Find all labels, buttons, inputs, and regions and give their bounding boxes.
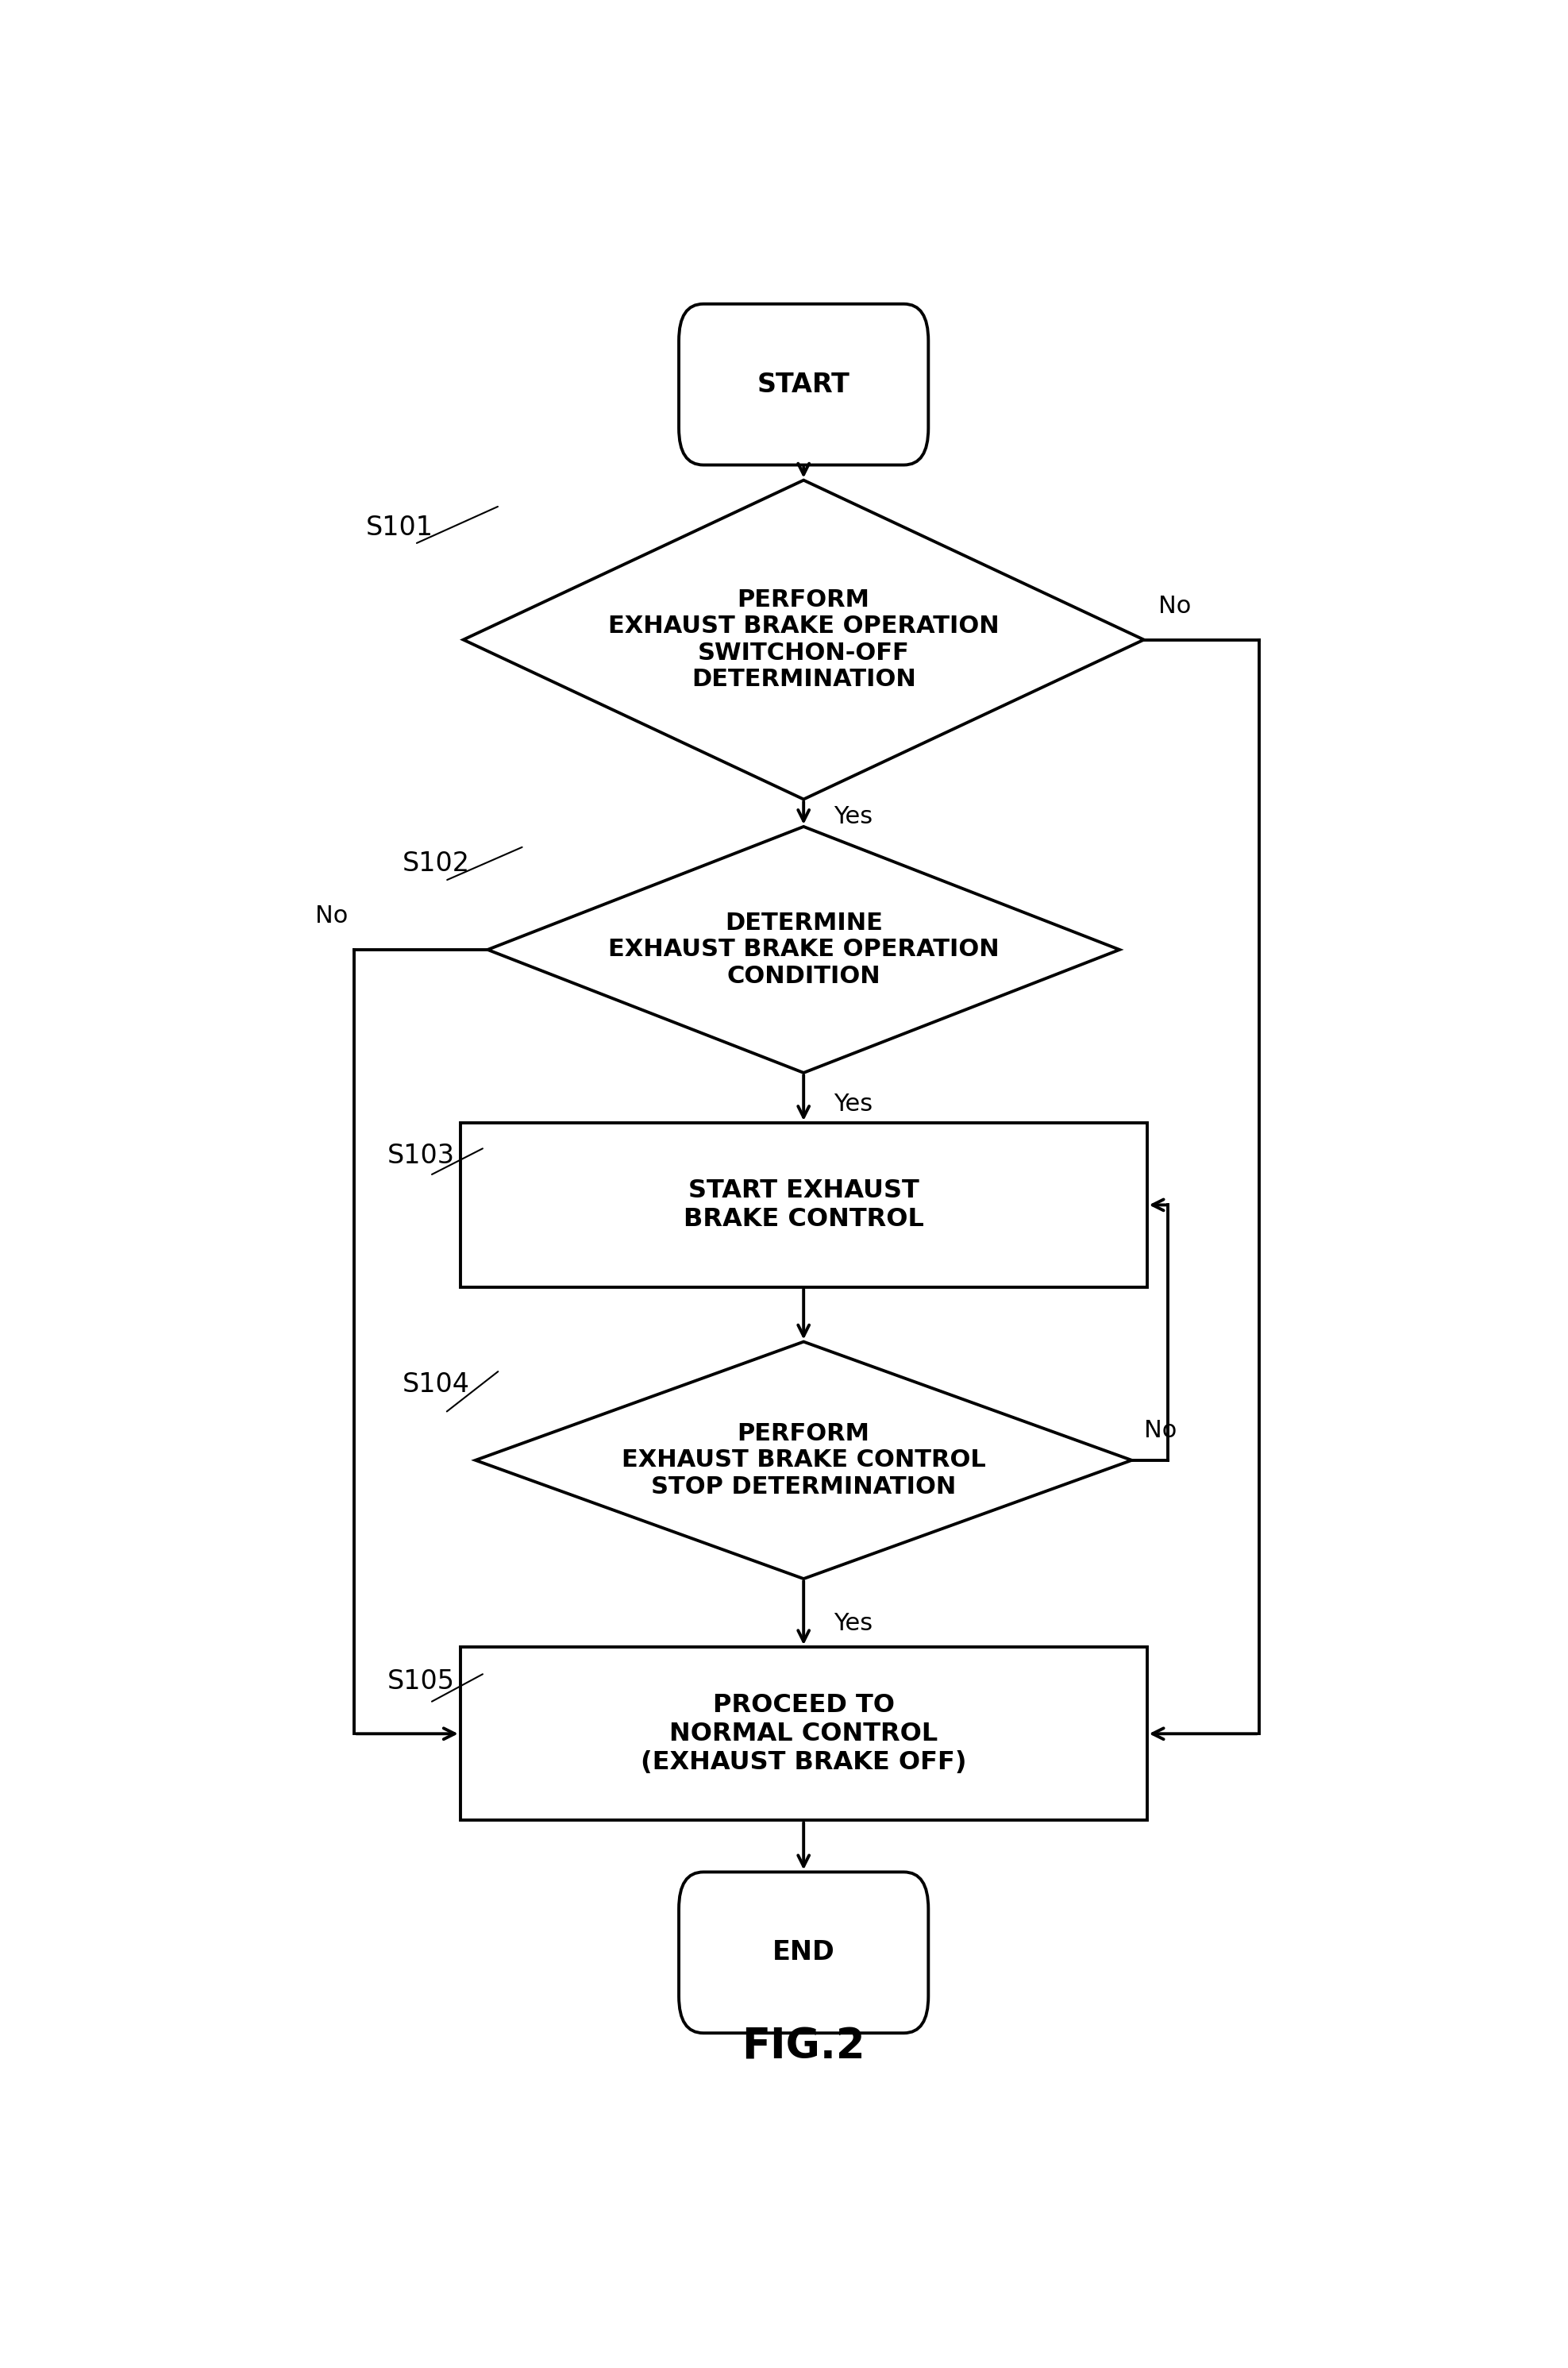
Text: DETERMINE
EXHAUST BRAKE OPERATION
CONDITION: DETERMINE EXHAUST BRAKE OPERATION CONDIT… [608,912,999,987]
Text: S102: S102 [403,850,470,876]
FancyBboxPatch shape [679,1873,928,2034]
Text: PERFORM
EXHAUST BRAKE CONTROL
STOP DETERMINATION: PERFORM EXHAUST BRAKE CONTROL STOP DETER… [621,1423,986,1499]
Text: PROCEED TO
NORMAL CONTROL
(EXHAUST BRAKE OFF): PROCEED TO NORMAL CONTROL (EXHAUST BRAKE… [641,1693,966,1774]
Text: S101: S101 [365,514,434,542]
Text: Yes: Yes [834,805,873,829]
Text: No: No [1159,594,1192,618]
Bar [461,1122,1146,1288]
Text: Yes: Yes [834,1613,873,1634]
Text: END: END [773,1939,834,1965]
Text: S104: S104 [403,1371,470,1397]
Text: START EXHAUST
BRAKE CONTROL: START EXHAUST BRAKE CONTROL [684,1179,924,1231]
Text: S103: S103 [387,1144,455,1170]
Polygon shape [464,481,1145,800]
Bar [461,1648,1146,1821]
Text: FIG.2: FIG.2 [742,2027,866,2067]
FancyBboxPatch shape [679,303,928,464]
Text: PERFORM
EXHAUST BRAKE OPERATION
SWITCHON-OFF
DETERMINATION: PERFORM EXHAUST BRAKE OPERATION SWITCHON… [608,587,999,691]
Text: No: No [1145,1418,1176,1442]
Text: No: No [315,905,348,928]
Polygon shape [488,826,1120,1073]
Text: S105: S105 [387,1669,455,1695]
Text: START: START [757,372,850,398]
Polygon shape [475,1343,1132,1579]
Text: Yes: Yes [834,1092,873,1115]
